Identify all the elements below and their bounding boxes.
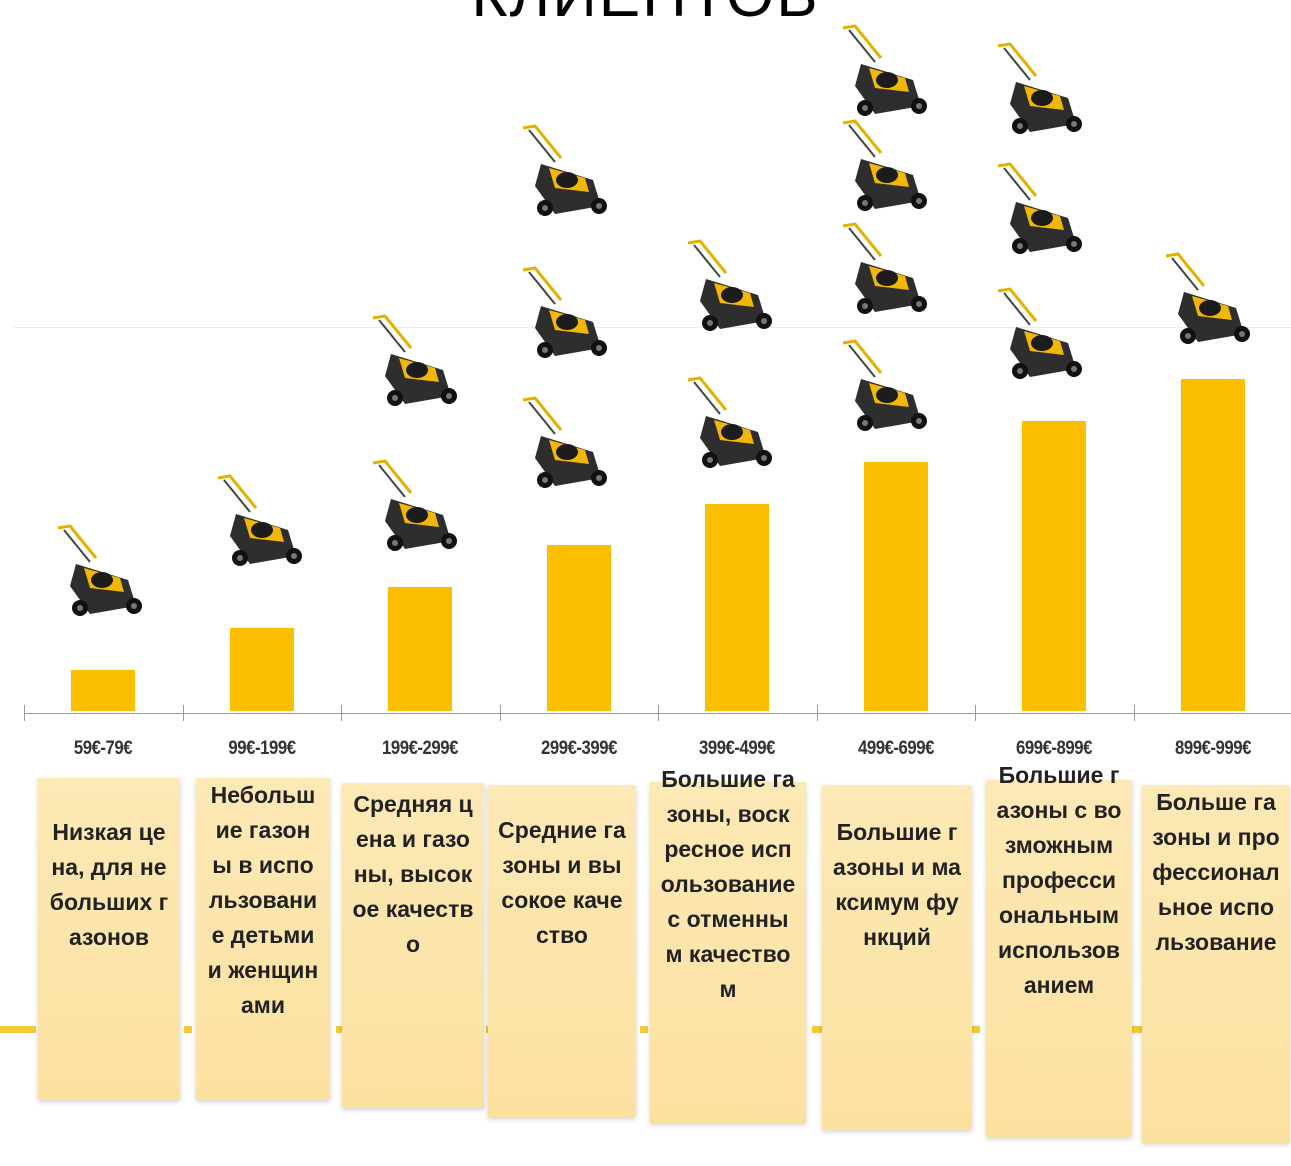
bar-6 — [863, 462, 928, 711]
tick-label: 99€-199€ — [228, 738, 296, 759]
bar-4 — [546, 545, 611, 711]
tick-label: 399€-499€ — [699, 738, 776, 759]
description-text: Большие газоны с возможным профессиональ… — [996, 762, 1122, 998]
lawn-mower-icon — [521, 396, 609, 490]
tick-label: 499€-699€ — [857, 738, 934, 759]
bar-8 — [1180, 379, 1245, 711]
axis-tick — [341, 705, 342, 721]
lawn-mower-icon — [996, 287, 1084, 381]
lawn-mower-icon — [996, 42, 1084, 136]
lawn-mower-icon — [56, 524, 144, 618]
description-text: Низкая цена, для небольших газонов — [49, 819, 169, 950]
gridline — [14, 327, 1291, 328]
lawn-mower-icon — [686, 239, 774, 333]
description-card — [38, 778, 180, 1100]
lawn-mower-icon — [371, 314, 459, 408]
description-card — [650, 782, 806, 1123]
connector-segment — [1132, 1026, 1142, 1033]
description-text: Средние газоны и высокое качество — [498, 817, 626, 948]
lawn-mower-icon — [1164, 252, 1252, 346]
tick-label: 299€-399€ — [540, 738, 617, 759]
bar-2 — [229, 628, 294, 711]
description-card — [196, 778, 330, 1100]
axis-tick — [24, 705, 25, 721]
lawn-mower-icon — [371, 459, 459, 553]
connector-segment — [972, 1026, 980, 1033]
tick-label: 199€-299€ — [382, 738, 459, 759]
connector-segment — [184, 1026, 192, 1033]
description-text: Небольшие газоны в использование детьми … — [207, 782, 319, 1018]
description-text: Больше газоны и профессиональное использ… — [1152, 789, 1280, 955]
description-card — [342, 783, 484, 1108]
lawn-mower-icon — [841, 24, 929, 118]
lawn-mower-icon — [686, 376, 774, 470]
lawn-mower-icon — [841, 119, 929, 213]
description-card — [986, 780, 1132, 1137]
connector-segment — [812, 1026, 822, 1033]
lawn-mower-icon — [521, 124, 609, 218]
lawn-mower-icon — [841, 339, 929, 433]
axis-tick — [816, 705, 818, 721]
tick-label: 699€-899€ — [1016, 738, 1093, 759]
description-text: Средняя цена и газоны, высокое качество — [352, 791, 474, 957]
description-card — [488, 785, 636, 1117]
bar-3 — [388, 586, 453, 711]
description-text: Большие газоны, воскресное использование… — [660, 766, 796, 1002]
axis-tick — [975, 705, 976, 721]
connector-segment — [640, 1026, 648, 1033]
axis-tick — [658, 705, 659, 721]
description-card — [822, 785, 972, 1130]
bar-7 — [1022, 420, 1087, 711]
lawn-mower-icon — [841, 222, 929, 316]
bar-1 — [71, 669, 136, 711]
x-axis — [24, 713, 1291, 714]
connector-segment — [336, 1026, 346, 1033]
bar-5 — [705, 503, 770, 711]
description-text: Большие газоны и максимум функций — [833, 819, 961, 950]
chart-title: КЛИЕНТОВ — [0, 0, 1291, 26]
lawn-mower-icon — [521, 266, 609, 360]
tick-label: 59€-79€ — [74, 738, 133, 759]
axis-tick — [499, 705, 501, 721]
lawn-mower-icon — [216, 474, 304, 568]
description-card — [1142, 785, 1290, 1143]
connector-segment — [0, 1026, 36, 1033]
axis-tick — [1133, 705, 1135, 721]
tick-label: 899€-999€ — [1174, 738, 1251, 759]
axis-tick — [182, 705, 184, 721]
lawn-mower-icon — [996, 162, 1084, 256]
